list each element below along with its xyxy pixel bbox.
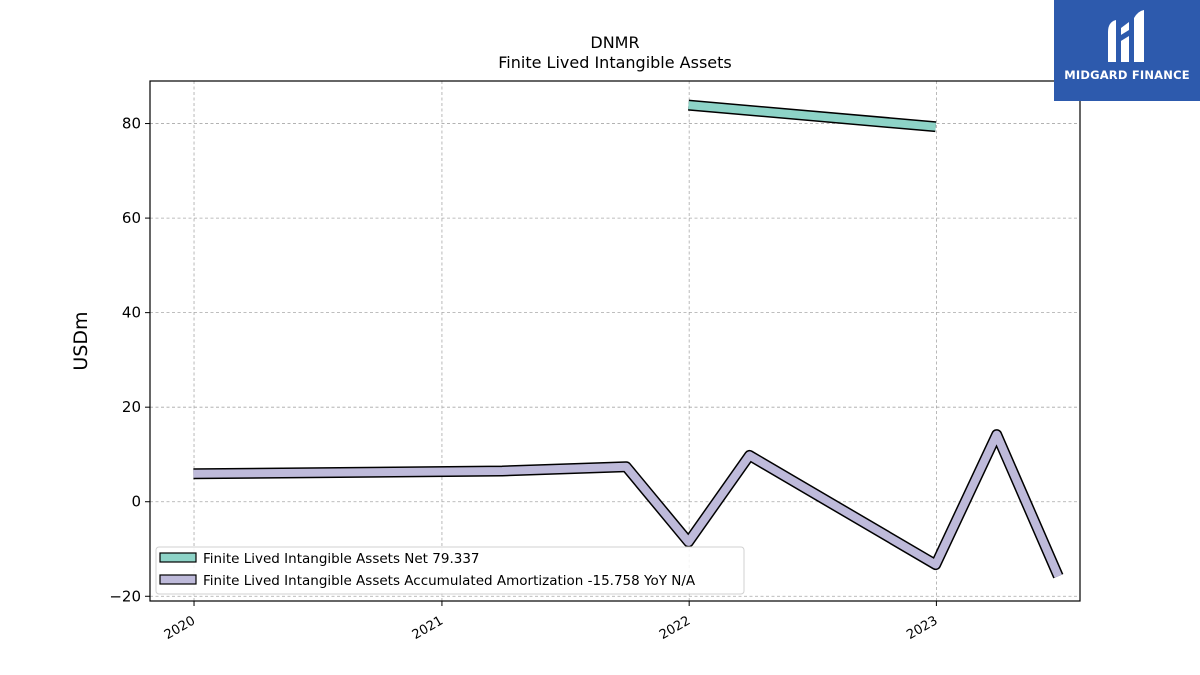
series-layer xyxy=(193,99,1064,579)
x-tick-label: 2020 xyxy=(162,613,198,643)
y-tick-label: 80 xyxy=(122,115,141,133)
chart-subtitle: Finite Lived Intangible Assets xyxy=(498,53,731,72)
y-tick-label: 40 xyxy=(122,304,141,322)
x-tick-label: 2022 xyxy=(657,613,693,643)
chart-title: DNMR xyxy=(590,33,639,52)
y-tick-label: 20 xyxy=(122,398,141,416)
y-axis: −20 0 20 40 60 80 xyxy=(109,115,150,605)
logo-text: MIDGARD FINANCE xyxy=(1064,68,1190,82)
y-tick-label: −20 xyxy=(109,587,141,605)
midgard-logo-icon xyxy=(1108,10,1144,62)
grid-lines xyxy=(150,81,1080,601)
series-0 xyxy=(688,99,937,133)
series-line xyxy=(688,101,937,131)
legend-box xyxy=(155,546,745,595)
x-tick-label: 2021 xyxy=(410,613,446,643)
legend: Finite Lived Intangible Assets Net 79.33… xyxy=(155,546,745,595)
legend-entry-net: Finite Lived Intangible Assets Net 79.33… xyxy=(203,551,480,567)
plot-frame xyxy=(149,80,1081,602)
y-tick-label: 60 xyxy=(122,209,141,227)
legend-swatch-amortization xyxy=(159,574,197,585)
series-line xyxy=(193,430,1062,578)
legend-swatch-net xyxy=(159,552,197,563)
y-tick-label: 0 xyxy=(131,493,141,511)
legend-entry-amortization: Finite Lived Intangible Assets Accumulat… xyxy=(203,573,696,589)
x-axis: 2020 2021 2022 2023 xyxy=(162,601,940,643)
x-tick-label: 2023 xyxy=(904,613,940,643)
brand-logo: MIDGARD FINANCE xyxy=(1054,0,1200,101)
series-1 xyxy=(193,429,1064,579)
y-axis-label: USDm xyxy=(70,311,92,370)
